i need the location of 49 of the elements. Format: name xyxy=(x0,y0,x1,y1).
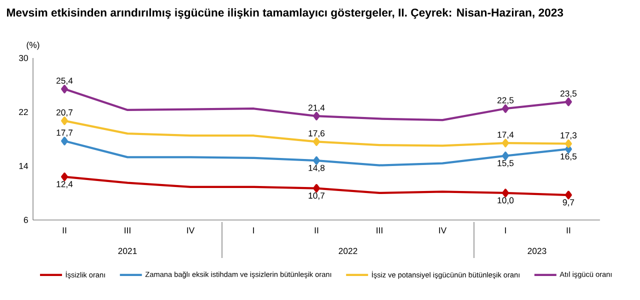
point xyxy=(313,137,320,146)
chart-title: Mevsim etkisinden arındırılmış işgücüne ilişkin tamamlayıcı göstergeler, II. Çeyrek: Nisan-Haziran, 2023 xyxy=(7,8,564,19)
point xyxy=(565,139,572,148)
point xyxy=(61,84,68,94)
data-label: 17,3 xyxy=(560,132,577,140)
data-label: 25,4 xyxy=(56,78,73,85)
point xyxy=(313,184,320,193)
data-label: 16,5 xyxy=(560,153,577,161)
data-label: 9,7 xyxy=(562,199,574,206)
x-tick-label: I xyxy=(253,227,254,234)
text: 2023 xyxy=(528,248,546,254)
point xyxy=(61,136,68,146)
data-label: 10,7 xyxy=(308,192,324,200)
x-tick-label: II xyxy=(62,227,66,234)
x-tick-label: III xyxy=(124,227,130,234)
data-label: 22,5 xyxy=(497,97,514,104)
data-label: 20,7 xyxy=(56,109,72,116)
x-tick-label: IV xyxy=(187,227,195,234)
y-tick-label: 14 xyxy=(19,163,28,169)
data-label: 23,5 xyxy=(560,90,577,98)
point xyxy=(61,172,68,182)
point xyxy=(565,190,572,200)
point xyxy=(313,156,320,165)
x-tick-label: II xyxy=(314,227,318,234)
y-tick-label: 30 xyxy=(18,54,28,62)
y-axis-title: (%) xyxy=(26,42,40,50)
x-tick-label: II xyxy=(566,227,570,234)
data-label: 12,4 xyxy=(56,181,73,188)
point xyxy=(502,104,509,113)
point xyxy=(502,188,509,198)
data-label: 17,4 xyxy=(498,132,514,139)
x-tick-label: III xyxy=(376,227,382,234)
x-tick-label: IV xyxy=(439,227,447,234)
text: 2022 xyxy=(338,248,358,254)
point xyxy=(565,98,572,106)
point xyxy=(502,152,509,160)
y-tick-label: 6 xyxy=(24,216,28,224)
data-label: 15,5 xyxy=(498,160,514,168)
point xyxy=(313,112,320,120)
data-label: 17,7 xyxy=(56,130,72,137)
point xyxy=(61,116,68,126)
data-label: 17,6 xyxy=(308,130,325,138)
data-label: 14,8 xyxy=(308,164,325,172)
x-tick-label: I xyxy=(505,227,506,234)
data-label: 10,0 xyxy=(498,197,514,204)
point xyxy=(502,138,509,148)
data-label: 21,4 xyxy=(308,104,325,112)
y-tick-label: 22 xyxy=(19,108,28,116)
text: 2021 xyxy=(118,248,137,254)
